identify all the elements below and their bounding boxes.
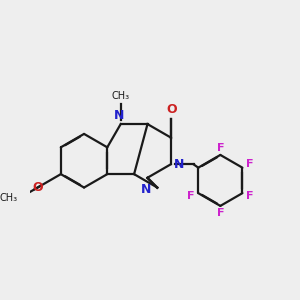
Text: F: F	[246, 160, 254, 170]
Text: N: N	[114, 109, 124, 122]
Text: CH₃: CH₃	[0, 193, 18, 203]
Text: F: F	[217, 208, 224, 218]
Text: O: O	[167, 103, 177, 116]
Text: F: F	[217, 143, 224, 153]
Text: F: F	[187, 191, 194, 201]
Text: CH₃: CH₃	[112, 91, 130, 101]
Text: N: N	[141, 183, 151, 196]
Text: F: F	[246, 191, 254, 201]
Text: O: O	[32, 181, 43, 194]
Text: N: N	[174, 158, 184, 171]
